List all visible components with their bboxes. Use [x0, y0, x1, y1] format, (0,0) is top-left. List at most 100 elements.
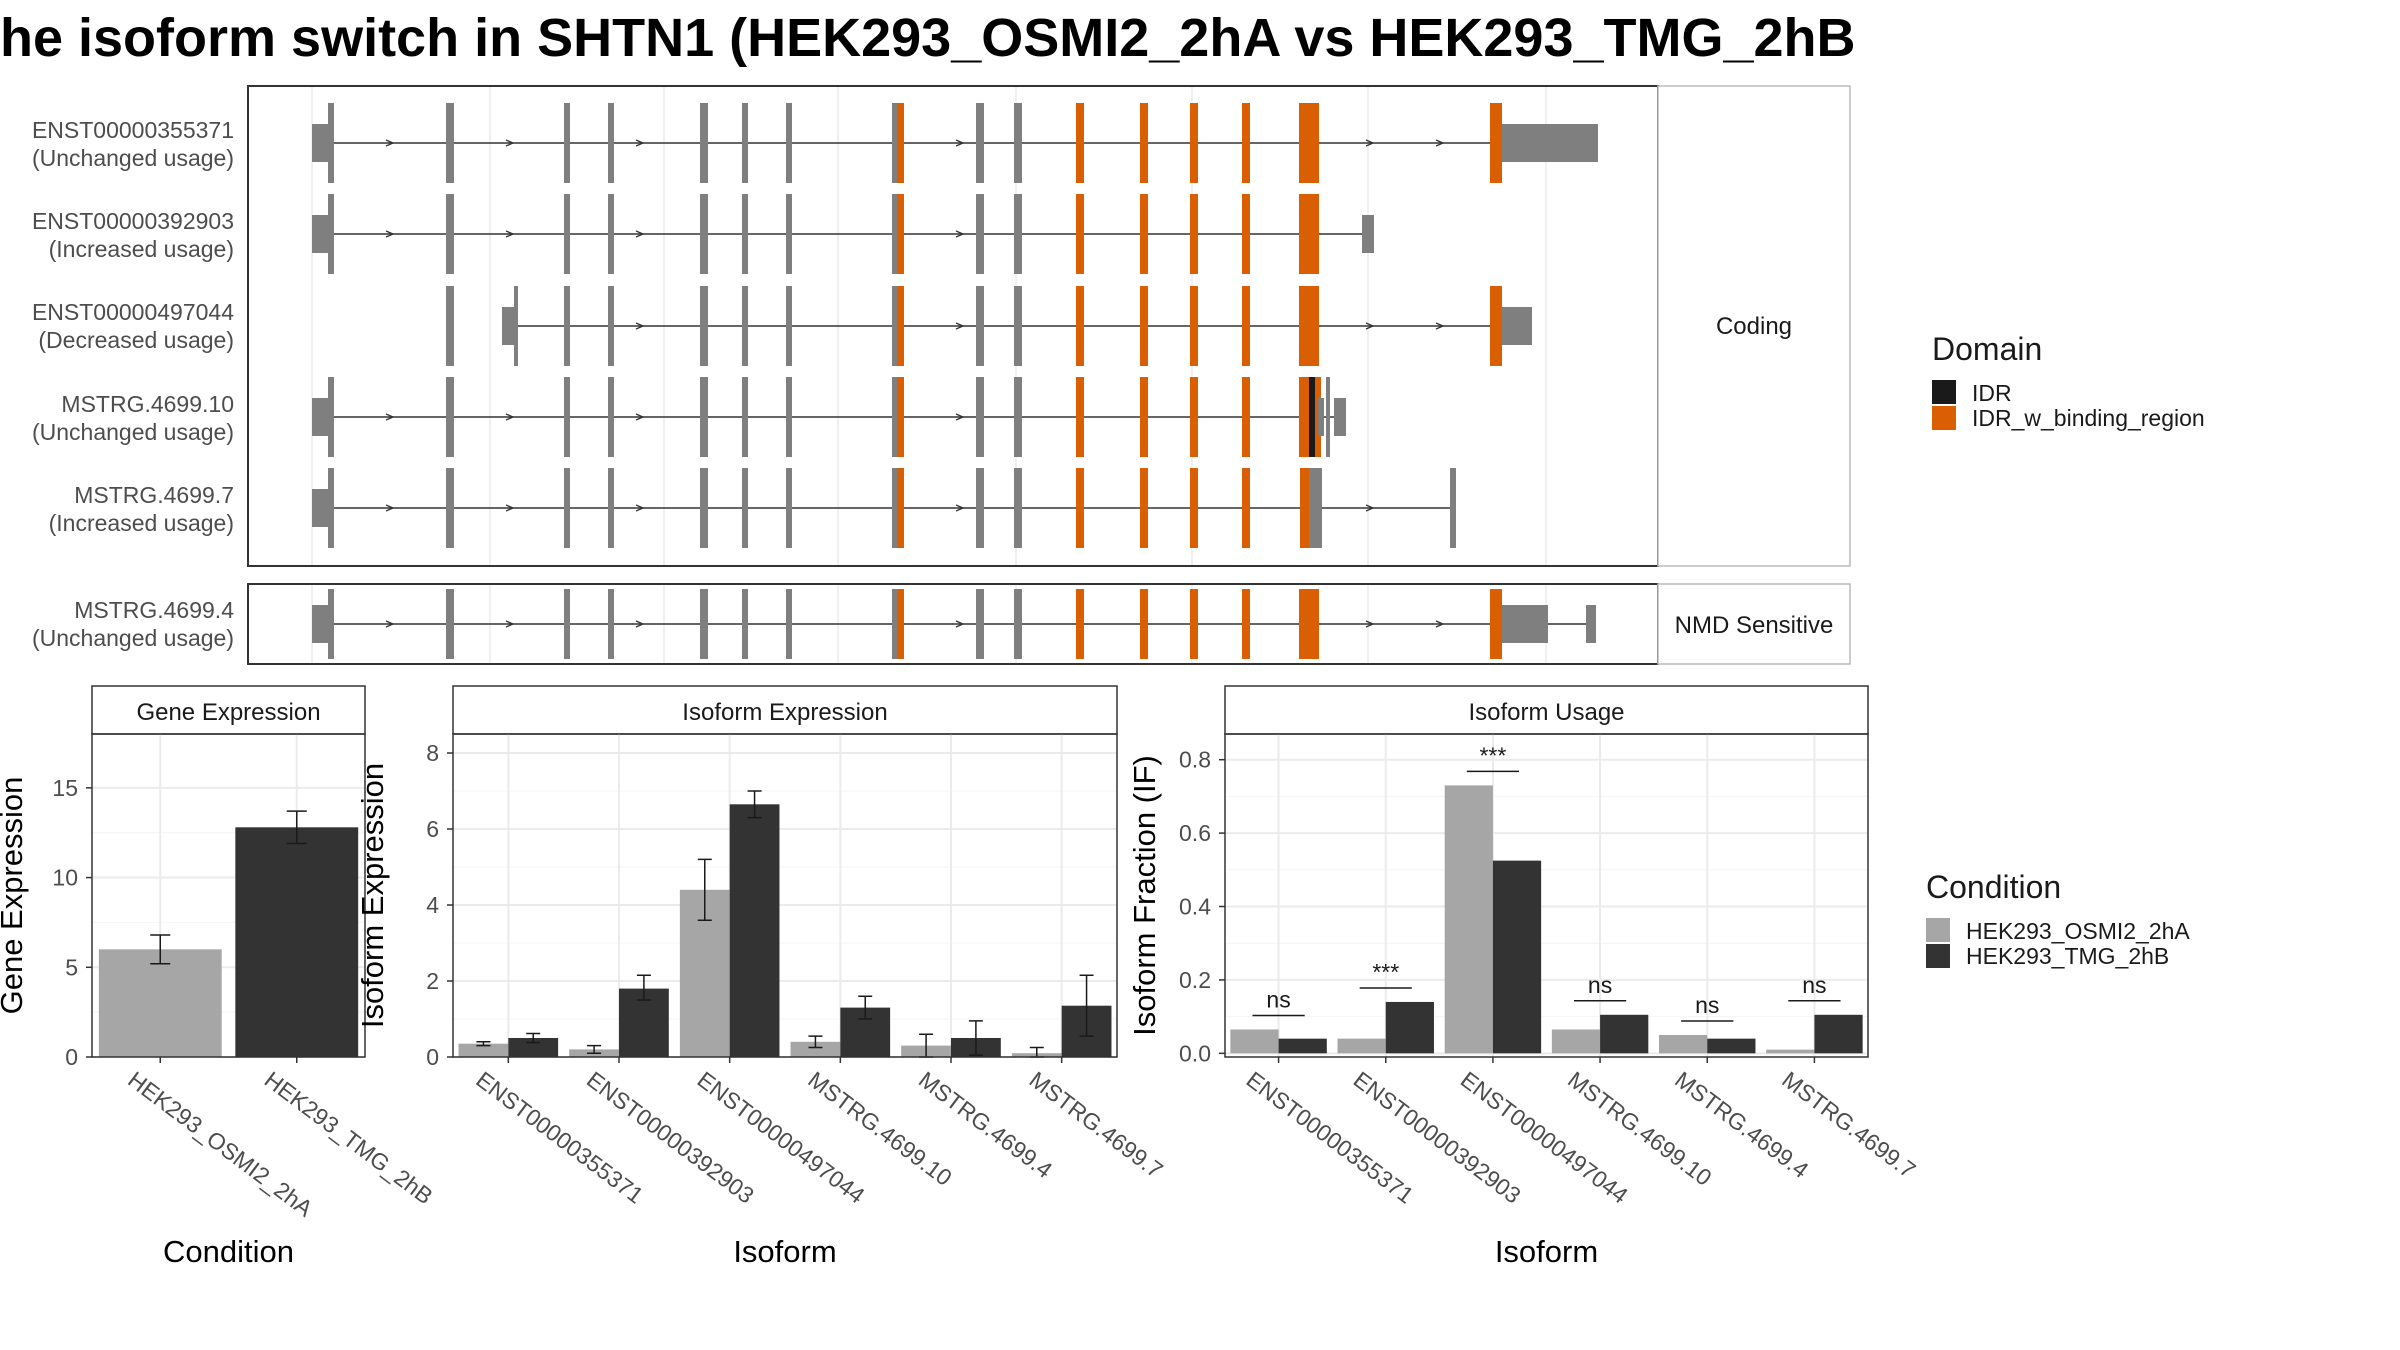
y-tick-label: 0.2: [1179, 967, 1211, 993]
utr-exon: [1334, 398, 1346, 436]
direction-arrow: [955, 139, 965, 147]
idr-binding-domain: [1140, 589, 1148, 659]
cds-exon: [786, 589, 792, 659]
cds-exon: [976, 194, 984, 274]
direction-arrow: [1435, 322, 1445, 330]
idr-binding-domain: [1076, 589, 1084, 659]
idr-domain: [1309, 377, 1315, 457]
cds-exon: [742, 286, 748, 366]
direction-arrow: [385, 230, 395, 238]
utr-exon: [312, 489, 332, 527]
utr-exon: [312, 124, 332, 162]
cds-exon: [976, 377, 984, 457]
direction-arrow: [635, 504, 645, 512]
track-id: MSTRG.4699.10: [61, 391, 234, 417]
idr-binding-domain: [897, 194, 904, 274]
cds-exon: [1014, 377, 1022, 457]
cds-exon: [328, 103, 334, 183]
chart-title: Isoform Usage: [1468, 699, 1624, 726]
utr-exon: [1362, 215, 1374, 253]
utr-exon: [1318, 398, 1324, 436]
chart-title: Gene Expression: [136, 699, 320, 726]
idr-binding-domain: [897, 589, 904, 659]
cds-exon: [446, 589, 454, 659]
idr-binding-domain: [1140, 103, 1148, 183]
direction-arrow: [635, 230, 645, 238]
bar: [1385, 1001, 1434, 1054]
idr-binding-domain: [1076, 194, 1084, 274]
y-tick-label: 0.8: [1179, 747, 1211, 773]
legend-label-cond2: HEK293_TMG_2hB: [1966, 943, 2169, 969]
cds-exon: [608, 589, 614, 659]
x-axis-title: Condition: [163, 1234, 294, 1269]
chart-2: Isoform Usage0.00.20.40.60.8ENST00000355…: [1127, 685, 1921, 1269]
error-bar: [697, 858, 712, 921]
cds-exon: [564, 194, 570, 274]
utr-exon: [1502, 307, 1532, 345]
cds-exon: [1014, 589, 1022, 659]
error-bar: [286, 810, 307, 845]
error-bar: [476, 1041, 491, 1047]
idr-binding-domain: [1190, 194, 1198, 274]
cds-exon: [786, 286, 792, 366]
cds-exon: [742, 194, 748, 274]
track-usage: (Unchanged usage): [32, 625, 234, 651]
y-tick-label: 2: [426, 968, 439, 994]
y-tick-label: 4: [426, 892, 439, 918]
bar: [508, 1038, 559, 1057]
utr-exon: [1502, 605, 1548, 643]
cds-exon: [976, 103, 984, 183]
direction-arrow: [955, 230, 965, 238]
bar: [790, 1041, 841, 1057]
coding-strip-label: Coding: [1716, 313, 1792, 340]
cds-exon: [446, 286, 454, 366]
coding-strip: [1657, 85, 1851, 567]
direction-arrow: [635, 322, 645, 330]
track-labels: ENST00000355371 (Unchanged usage) ENST00…: [32, 117, 234, 651]
idr-binding-domain: [1299, 286, 1319, 366]
y-tick-label: 0.6: [1179, 820, 1211, 846]
direction-arrow: [635, 139, 645, 147]
direction-arrow: [1365, 620, 1375, 628]
direction-arrow: [955, 322, 965, 330]
cds-exon: [1014, 103, 1022, 183]
idr-binding-domain: [1076, 286, 1084, 366]
track-id: MSTRG.4699.7: [74, 482, 234, 508]
cds-exon: [564, 468, 570, 548]
figure-title: he isoform switch in SHTN1 (HEK293_OSMI2…: [0, 8, 1856, 68]
cds-exon: [1450, 468, 1456, 548]
cds-exon: [328, 468, 334, 548]
cds-exon: [700, 468, 708, 548]
cds-exon: [700, 286, 708, 366]
significance-label: ns: [1695, 992, 1719, 1018]
idr-binding-domain: [1076, 103, 1084, 183]
condition-legend-title: Condition: [1926, 869, 2061, 905]
cds-exon: [564, 286, 570, 366]
cds-exon: [514, 286, 518, 366]
cds-exon: [700, 194, 708, 274]
track-usage: (Increased usage): [49, 236, 234, 262]
nmd-strip: [1657, 583, 1851, 665]
idr-binding-domain: [1242, 103, 1250, 183]
direction-arrow: [1435, 139, 1445, 147]
cds-exon: [700, 103, 708, 183]
chart-1: Isoform Expression02468ENST00000355371EN…: [355, 685, 1168, 1269]
error-bar: [587, 1044, 602, 1054]
cds-exon: [700, 589, 708, 659]
utr-exon: [312, 215, 332, 253]
legend-label-idr: IDR: [1972, 380, 2012, 406]
cds-exon: [742, 103, 748, 183]
y-tick-label: 15: [52, 775, 78, 801]
bar: [1659, 1034, 1708, 1054]
idr-binding-domain: [1140, 468, 1148, 548]
idr-binding-domain: [1140, 377, 1148, 457]
error-bar: [858, 995, 873, 1020]
direction-arrow: [505, 504, 515, 512]
error-bar: [968, 1020, 983, 1056]
bar: [98, 949, 222, 1057]
bar: [1600, 1014, 1649, 1054]
cds-exon: [742, 589, 748, 659]
error-bar: [1079, 974, 1094, 1037]
direction-arrow: [1365, 322, 1375, 330]
